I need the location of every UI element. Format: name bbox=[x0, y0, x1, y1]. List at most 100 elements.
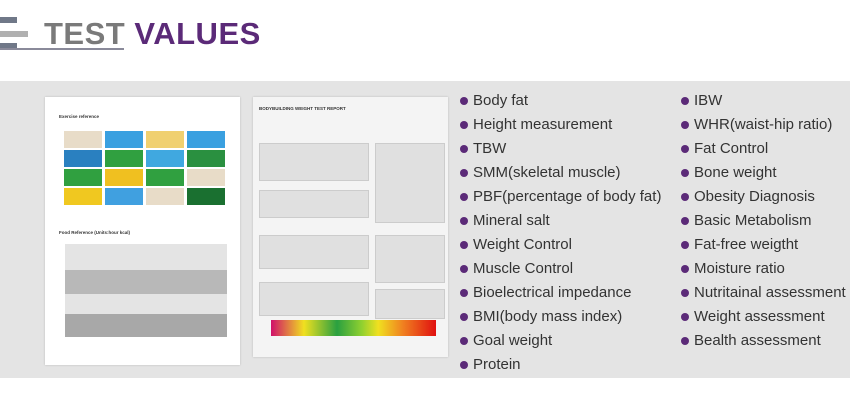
bullet-icon bbox=[460, 193, 468, 201]
list-item: Height measurement bbox=[460, 113, 661, 137]
food-table-row bbox=[65, 294, 227, 314]
exercise-tile bbox=[105, 188, 143, 205]
list-item: Protein bbox=[460, 353, 661, 377]
list-item: Bioelectrical impedance bbox=[460, 281, 661, 305]
list-item-label: WHR(waist-hip ratio) bbox=[694, 116, 833, 133]
report-table bbox=[375, 289, 445, 319]
list-item-label: SMM(skeletal muscle) bbox=[473, 164, 621, 181]
food-table-row bbox=[65, 314, 227, 337]
exercise-tile bbox=[146, 131, 184, 148]
list-item-label: Muscle Control bbox=[473, 260, 574, 277]
test-values-list-right: IBW WHR(waist-hip ratio) Fat Control Bone w… bbox=[681, 89, 846, 353]
exercise-tile bbox=[64, 169, 102, 186]
logo-bar bbox=[0, 43, 17, 49]
list-item: Goal weight bbox=[460, 329, 661, 353]
test-values-list-left: Body fat Height measurement TBW SMM(skeleta… bbox=[460, 89, 661, 377]
bullet-icon bbox=[460, 337, 468, 345]
bullet-icon bbox=[460, 145, 468, 153]
list-item-label: Goal weight bbox=[473, 332, 553, 349]
list-item: Moisture ratio bbox=[681, 257, 846, 281]
list-item: Nutritainal assessment bbox=[681, 281, 846, 305]
bullet-icon bbox=[681, 97, 689, 105]
list-item: Body fat bbox=[460, 89, 661, 113]
report-table bbox=[259, 143, 369, 181]
list-item-label: Bioelectrical impedance bbox=[473, 284, 632, 301]
list-item: Weight assessment bbox=[681, 305, 846, 329]
bullet-icon bbox=[681, 313, 689, 321]
list-item-label: PBF(percentage of body fat) bbox=[473, 188, 662, 205]
report-table bbox=[259, 235, 369, 269]
list-item-label: Obesity Diagnosis bbox=[694, 188, 815, 205]
page-title: TEST VALUES bbox=[44, 16, 261, 51]
report-table bbox=[375, 235, 445, 283]
list-item: TBW bbox=[460, 137, 661, 161]
exercise-tile bbox=[146, 188, 184, 205]
bodybuilding-report-document: BODYBUILDING WEIGHT TEST REPORT bbox=[253, 97, 448, 357]
bullet-icon bbox=[681, 121, 689, 129]
exercise-tile bbox=[146, 150, 184, 167]
list-item: BMI(body mass index) bbox=[460, 305, 661, 329]
bullet-icon bbox=[681, 289, 689, 297]
bullet-icon bbox=[460, 289, 468, 297]
list-item-label: Bealth assessment bbox=[694, 332, 821, 349]
exercise-tile bbox=[187, 188, 225, 205]
list-item: Mineral salt bbox=[460, 209, 661, 233]
list-item-label: Mineral salt bbox=[473, 212, 550, 229]
list-item: Weight Control bbox=[460, 233, 661, 257]
list-item-label: Moisture ratio bbox=[694, 260, 785, 277]
list-item-label: TBW bbox=[473, 140, 507, 157]
list-item: WHR(waist-hip ratio) bbox=[681, 113, 846, 137]
list-item: SMM(skeletal muscle) bbox=[460, 161, 661, 185]
exercise-tile bbox=[187, 131, 225, 148]
list-item-label: BMI(body mass index) bbox=[473, 308, 623, 325]
list-item-label: Weight assessment bbox=[694, 308, 825, 325]
list-item-label: Fat-free weigtht bbox=[694, 236, 799, 253]
logo-bar bbox=[0, 17, 17, 23]
bullet-icon bbox=[460, 121, 468, 129]
list-item: Bealth assessment bbox=[681, 329, 846, 353]
list-item-label: Protein bbox=[473, 356, 521, 373]
bullet-icon bbox=[681, 241, 689, 249]
exercise-tile bbox=[187, 169, 225, 186]
bullet-icon bbox=[460, 169, 468, 177]
exercise-tile bbox=[64, 150, 102, 167]
bullet-icon bbox=[460, 217, 468, 225]
exercise-food-reference-document: Exercise reference Food Reference (Units… bbox=[45, 97, 240, 365]
body-type-scale bbox=[271, 320, 436, 336]
list-item: Fat-free weigtht bbox=[681, 233, 846, 257]
bullet-icon bbox=[460, 313, 468, 321]
list-item: Obesity Diagnosis bbox=[681, 185, 846, 209]
bullet-icon bbox=[681, 217, 689, 225]
exercise-tile bbox=[187, 150, 225, 167]
section-heading: Exercise reference bbox=[59, 114, 100, 119]
bullet-icon bbox=[681, 265, 689, 273]
list-item-label: Height measurement bbox=[473, 116, 613, 133]
list-item-label: Basic Metabolism bbox=[694, 212, 812, 229]
list-item-label: Fat Control bbox=[694, 140, 769, 157]
report-table bbox=[375, 143, 445, 223]
list-item: Bone weight bbox=[681, 161, 846, 185]
exercise-tile bbox=[146, 169, 184, 186]
list-item: Muscle Control bbox=[460, 257, 661, 281]
exercise-tile bbox=[64, 131, 102, 148]
header: TEST VALUES bbox=[0, 0, 850, 80]
exercise-tile bbox=[105, 150, 143, 167]
report-table bbox=[259, 190, 369, 218]
list-item: IBW bbox=[681, 89, 846, 113]
list-item-label: Weight Control bbox=[473, 236, 572, 253]
food-table-row bbox=[65, 244, 227, 270]
list-item-label: Nutritainal assessment bbox=[694, 284, 846, 301]
bullet-icon bbox=[460, 241, 468, 249]
bullet-icon bbox=[681, 337, 689, 345]
food-table-row bbox=[65, 270, 227, 294]
bullet-icon bbox=[681, 145, 689, 153]
report-table bbox=[259, 282, 369, 316]
section-heading: Food Reference (Units:hour kcal) bbox=[59, 230, 131, 235]
list-item-label: Body fat bbox=[473, 92, 529, 109]
exercise-tile bbox=[64, 188, 102, 205]
exercise-tile bbox=[105, 131, 143, 148]
report-title: BODYBUILDING WEIGHT TEST REPORT bbox=[259, 106, 346, 111]
list-item: PBF(percentage of body fat) bbox=[460, 185, 661, 209]
bullet-icon bbox=[681, 193, 689, 201]
title-underline bbox=[0, 48, 124, 50]
